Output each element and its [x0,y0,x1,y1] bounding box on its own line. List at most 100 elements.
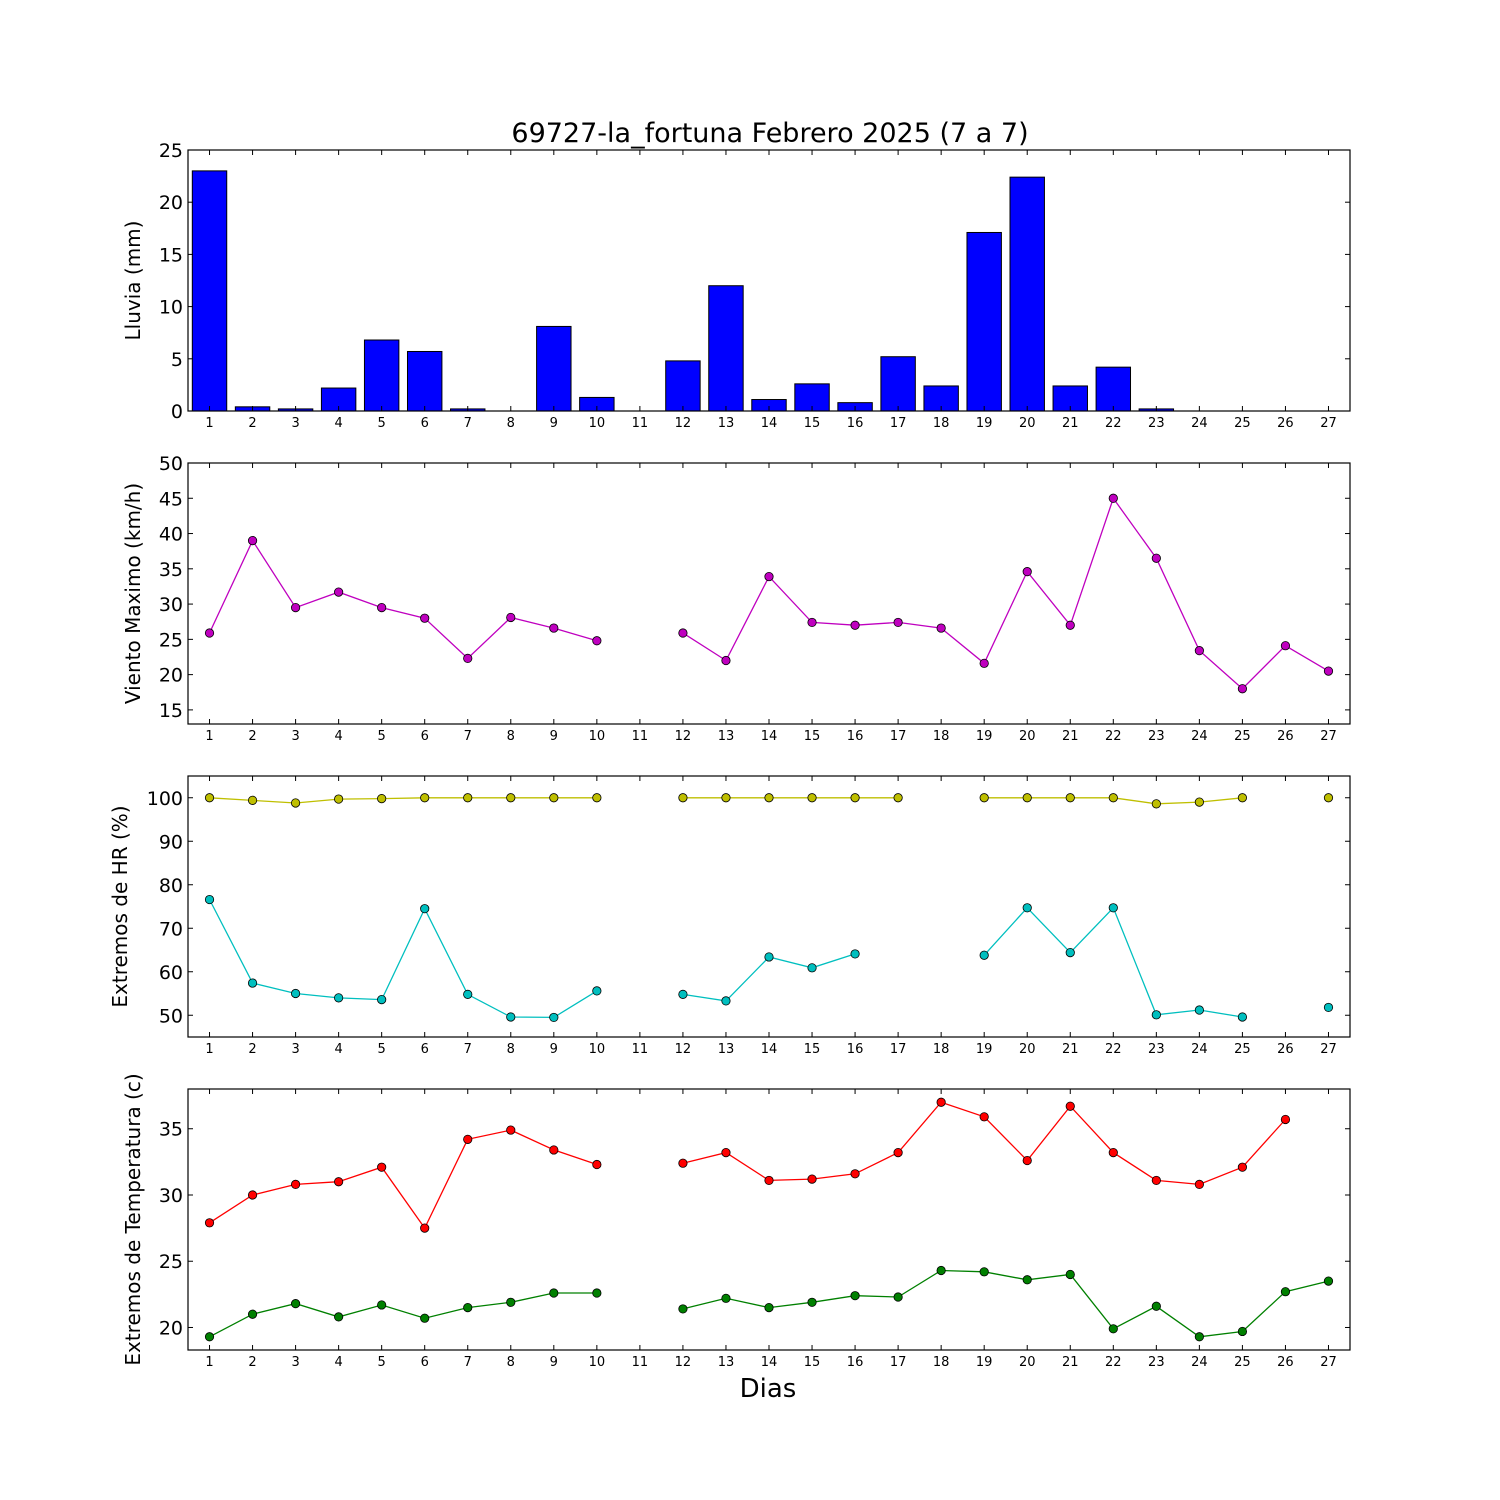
x-tick-label: 23 [1148,416,1165,431]
x-tick-label: 18 [933,1355,950,1370]
x-tick-label: 15 [804,729,821,744]
x-tick-label: 2 [248,416,256,431]
point-series-1-day-1 [204,1218,215,1228]
y-tick-label: 10 [159,297,183,319]
x-tick-label: 20 [1019,1042,1036,1057]
point-series-1-day-19 [979,793,989,803]
point-series-2-day-2 [247,978,258,988]
plot-area-humidity [204,793,1334,1023]
point-series-2-day-19 [979,1267,989,1277]
x-tick-label: 26 [1277,416,1294,431]
point-series-1-day-21 [1065,793,1075,803]
x-tick-label: 25 [1234,1355,1251,1370]
point-series-2-day-22 [1108,1324,1118,1334]
axes-frame [187,149,1351,412]
x-tick-label: 13 [718,729,735,744]
x-tick-label: 21 [1062,729,1079,744]
x-tick-label: 3 [291,1042,299,1057]
point-series-1-day-3 [290,603,301,613]
point-series-2-day-1 [204,894,215,905]
point-series-1-day-5 [377,1162,387,1172]
x-tick-label: 6 [421,1042,429,1057]
point-series-1-day-14 [764,793,774,803]
subplots: 1 2 3 4 5 6 7 8 9 10 11 12 13 14 15 16 17 18 19 20 21 22 23 24 2… [108,140,1351,1370]
x-tick-label: 9 [550,1042,558,1057]
point-series-1-day-7 [463,653,473,663]
x-tick-label: 4 [334,729,342,744]
point-series-2-day-23 [1151,1301,1161,1311]
chart-title: 69727-la_fortuna Febrero 2025 (7 a 7) [511,118,1028,149]
point-series-1-day-6 [420,613,430,623]
y-axis-label: Viento Maximo (km/h) [121,483,145,704]
x-tick-label: 22 [1105,729,1122,744]
x-tick-label: 3 [291,416,299,431]
x-tick-label: 6 [421,1355,429,1370]
y-tick-label: 45 [159,488,183,510]
x-tick-label: 22 [1105,1042,1122,1057]
point-series-1-day-22 [1108,793,1118,803]
y-tick-label: 20 [159,1317,183,1339]
point-series-2-day-21 [1065,1269,1075,1280]
point-series-2-day-9 [549,1012,559,1023]
y-tick-label: 20 [159,665,183,687]
point-series-2-day-24 [1194,1005,1204,1015]
y-tick-label: 50 [159,453,183,475]
point-series-1-day-6 [420,793,430,803]
point-series-1-day-13 [721,793,731,803]
y-tick-label: 0 [171,401,183,423]
point-series-1-day-14 [764,571,774,582]
x-tick-label: 1 [205,416,213,431]
point-series-1-day-17 [893,793,903,803]
subplot-wind: 1 2 3 4 5 6 7 8 9 10 11 12 13 14 15 16 17 18 19 20 21 22 23 24 2… [121,453,1351,744]
point-series-1-day-16 [850,1169,860,1179]
point-series-2-day-8 [506,1012,516,1022]
x-tick-label: 16 [847,1355,864,1370]
point-series-1-day-24 [1194,797,1204,807]
x-tick-label: 14 [761,1355,778,1370]
point-series-1-day-21 [1065,620,1075,630]
point-series-2-day-6 [420,1313,430,1323]
point-series-1-day-17 [893,1147,903,1158]
x-tick-label: 8 [507,729,515,744]
point-series-2-day-26 [1280,1287,1291,1297]
x-tick-label: 9 [550,729,558,744]
point-series-1-day-23 [1151,1175,1161,1186]
x-tick-label: 1 [205,1355,213,1370]
x-tick-label: 5 [378,1042,386,1057]
x-tick-label: 15 [804,1042,821,1057]
x-axis-label: Dias [740,1374,797,1404]
series-line-1 [209,1101,1286,1230]
y-axis-label: Extremos de Temperatura (c) [121,1073,145,1365]
x-tick-label: 17 [890,729,907,744]
point-series-1-day-21 [1065,1101,1075,1111]
point-series-1-day-12 [678,1158,688,1168]
x-tick-label: 11 [632,729,649,744]
x-tick-label: 21 [1062,416,1079,431]
bar-day-12 [665,360,701,412]
point-series-2-day-18 [936,1265,946,1276]
subplot-humidity: 1 2 3 4 5 6 7 8 9 10 11 12 13 14 15 16 17 18 19 20 21 22 23 24 2… [108,775,1351,1057]
x-tick-label: 10 [589,416,606,431]
axes-frame [187,462,1351,725]
point-series-2-day-12 [678,1304,688,1314]
point-series-2-day-1 [204,1332,215,1342]
x-tick-label: 11 [632,416,649,431]
x-tick-label: 3 [291,729,299,744]
y-tick-label: 25 [159,629,183,651]
x-tick-label: 13 [718,1355,735,1370]
x-tick-label: 16 [847,416,864,431]
point-series-1-day-18 [936,623,946,633]
point-series-1-day-17 [893,617,903,628]
point-series-1-day-16 [850,793,860,803]
series-line-2 [209,1269,1329,1338]
point-series-2-day-13 [721,996,731,1006]
x-tick-label: 22 [1105,1355,1122,1370]
y-tick-label: 15 [159,244,183,266]
point-series-2-day-20 [1022,1275,1032,1285]
x-tick-label: 12 [675,1042,692,1057]
x-tick-label: 25 [1234,416,1251,431]
x-tick-label: 14 [761,416,778,431]
x-tick-label: 27 [1320,729,1337,744]
point-series-1-day-10 [592,793,602,803]
x-tick-label: 9 [550,416,558,431]
